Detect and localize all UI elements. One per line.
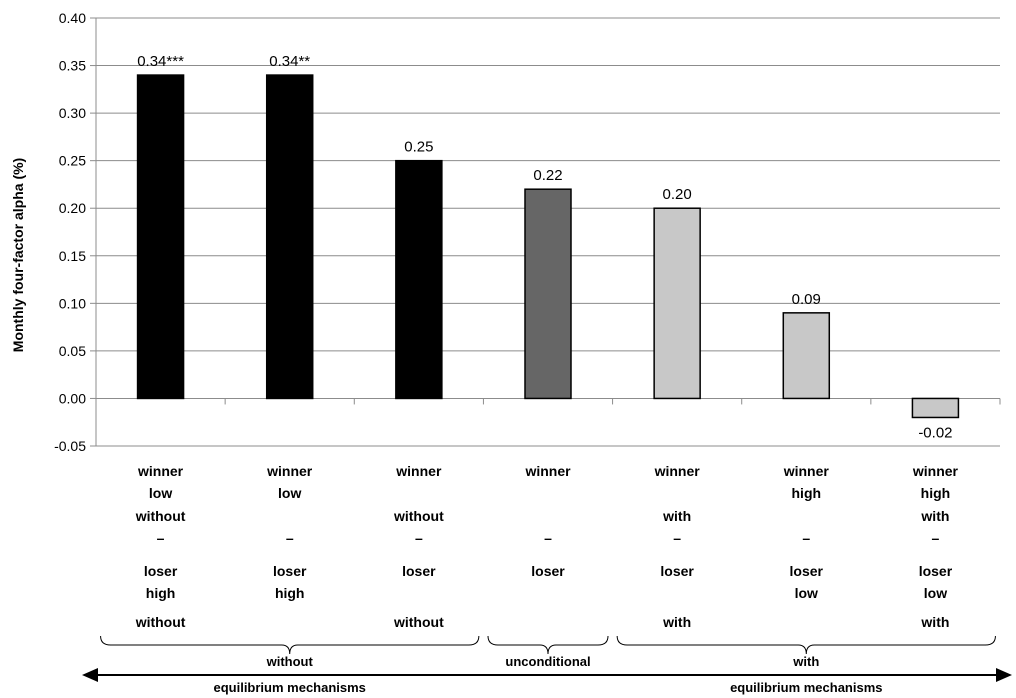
- group-brace: [100, 635, 480, 655]
- data-label: 0.09: [792, 291, 821, 308]
- category-label: low: [795, 585, 818, 601]
- y-tick-label: 0.05: [59, 343, 86, 359]
- category-label: winner: [912, 463, 959, 479]
- group-label: unconditional: [505, 654, 590, 669]
- category-label: without: [393, 508, 444, 524]
- category-label: –: [286, 530, 294, 546]
- category-label: with: [662, 508, 691, 524]
- y-tick-label: 0.20: [59, 200, 86, 216]
- arrow-label-left: equilibrium mechanisms: [213, 680, 365, 695]
- category-label: loser: [790, 563, 824, 579]
- bar: [782, 312, 831, 400]
- group-braces: without unconditional with: [100, 635, 996, 669]
- category-label: –: [932, 530, 940, 546]
- category-label: loser: [919, 563, 953, 579]
- category-label: loser: [402, 563, 436, 579]
- category-label: without: [393, 614, 444, 630]
- category-label: –: [802, 530, 810, 546]
- bar: [136, 74, 185, 400]
- bars: [136, 74, 960, 419]
- category-label: high: [275, 585, 305, 601]
- data-label: 0.22: [533, 167, 562, 184]
- bar: [653, 207, 701, 400]
- bar: [265, 74, 314, 400]
- category-label: winner: [783, 463, 830, 479]
- category-label: winner: [524, 463, 571, 479]
- category-label: loser: [531, 563, 565, 579]
- category-label: loser: [273, 563, 307, 579]
- category-label: –: [157, 530, 165, 546]
- y-tick-label: 0.40: [59, 10, 86, 26]
- bar: [395, 159, 443, 400]
- data-labels: 0.34*** 0.34** 0.25 0.22 0.20 0.09 -0.02: [137, 53, 952, 441]
- data-label: 0.20: [663, 186, 692, 203]
- category-label: high: [792, 485, 822, 501]
- category-labels: winner low without – loser high without winner l…: [135, 463, 959, 630]
- data-label: 0.25: [404, 139, 433, 156]
- category-label: low: [149, 485, 172, 501]
- category-label: high: [146, 585, 176, 601]
- y-tick-label: 0.15: [59, 248, 86, 264]
- group-label: without: [266, 654, 314, 669]
- y-tick-label: -0.05: [54, 438, 86, 454]
- arrow-head-right: [996, 668, 1012, 682]
- category-label: low: [924, 585, 947, 601]
- category-label: winner: [395, 463, 442, 479]
- category-label: low: [278, 485, 301, 501]
- y-tick-label: 0.10: [59, 295, 86, 311]
- category-label: with: [662, 614, 691, 630]
- y-tick-label: 0.35: [59, 58, 86, 74]
- data-label: -0.02: [918, 424, 952, 441]
- data-label: 0.34***: [137, 53, 184, 70]
- category-label: loser: [144, 563, 178, 579]
- category-label: winner: [654, 463, 701, 479]
- category-label: –: [544, 530, 552, 546]
- group-brace: [616, 635, 996, 655]
- category-label: winner: [137, 463, 184, 479]
- y-axis: -0.05 0.00 0.05 0.10 0.15 0.20 0.25 0.30 0.35 0.4…: [54, 10, 1001, 454]
- category-label: high: [921, 485, 951, 501]
- y-tick-label: 0.30: [59, 105, 86, 121]
- y-tick-label: 0.25: [59, 153, 86, 169]
- category-label: winner: [266, 463, 313, 479]
- category-label: without: [135, 614, 186, 630]
- data-label: 0.34**: [269, 53, 310, 70]
- arrow-head-left: [82, 668, 98, 682]
- group-label: with: [792, 654, 819, 669]
- category-label: –: [673, 530, 681, 546]
- category-label: loser: [660, 563, 694, 579]
- y-axis-label: Monthly four-factor alpha (%): [10, 158, 26, 352]
- group-brace: [487, 635, 609, 655]
- category-label: with: [920, 614, 949, 630]
- category-label: with: [920, 508, 949, 524]
- category-label: without: [135, 508, 186, 524]
- arrow-label-right: equilibrium mechanisms: [730, 680, 882, 695]
- equilibrium-arrow: equilibrium mechanisms equilibrium mechan…: [82, 668, 1012, 695]
- y-tick-label: 0.00: [59, 390, 86, 406]
- category-label: –: [415, 530, 423, 546]
- bar: [524, 188, 572, 400]
- bar: [911, 397, 960, 419]
